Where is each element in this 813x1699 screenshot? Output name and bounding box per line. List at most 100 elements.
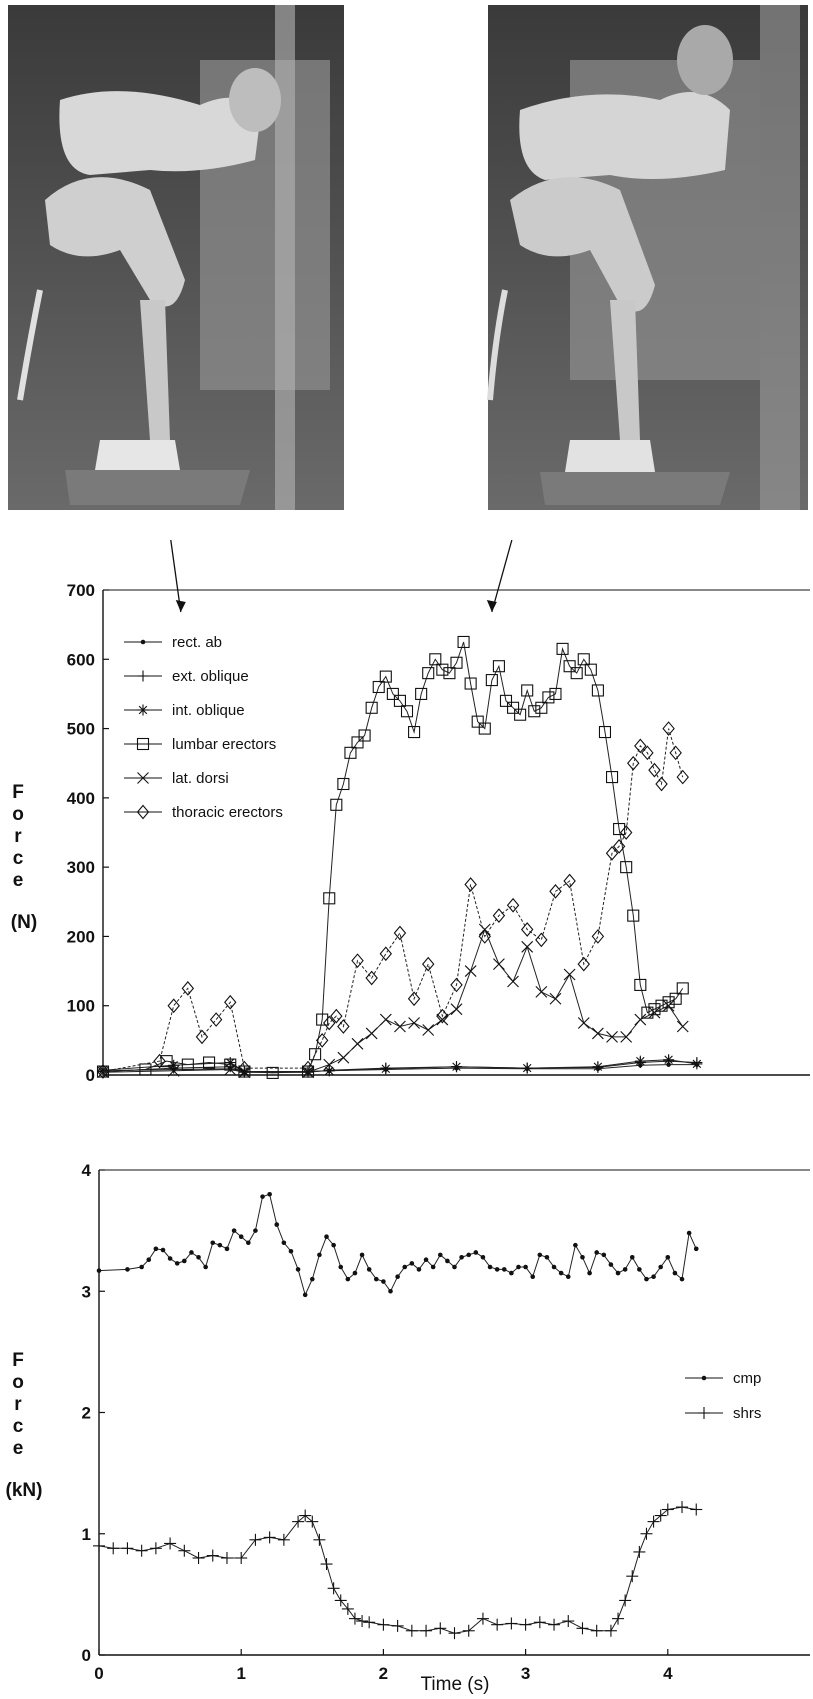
data-point — [323, 1058, 336, 1071]
legend-label: ext. oblique — [172, 668, 249, 685]
data-point — [612, 1612, 625, 1625]
data-point — [416, 1267, 422, 1272]
data-point-square — [528, 705, 541, 718]
arrow-head — [486, 600, 497, 612]
data-point-square — [457, 635, 470, 649]
data-point-d2 — [606, 1031, 618, 1043]
data-point-d2 — [167, 1064, 180, 1077]
legend-label: rect. ab — [172, 634, 222, 651]
data-point-dot — [445, 1258, 450, 1264]
data-point — [494, 1267, 500, 1272]
data-point-dot — [629, 1255, 635, 1260]
data-point-square — [323, 892, 336, 905]
legend-marker — [137, 670, 149, 682]
data-point — [195, 1029, 209, 1045]
data-point-diamond — [379, 946, 393, 962]
data-point-dot — [388, 1288, 393, 1294]
data-point — [125, 1267, 130, 1272]
data-point — [491, 1618, 504, 1631]
photo-right — [487, 5, 808, 510]
data-point-dot — [693, 1246, 699, 1252]
data-point — [359, 1252, 365, 1258]
data-point-square — [627, 909, 640, 922]
data-point — [292, 1515, 305, 1528]
data-point — [323, 1065, 335, 1077]
y-tick-label: 400 — [67, 789, 95, 808]
data-point — [153, 1246, 159, 1252]
y-label-char: e — [13, 1438, 24, 1459]
data-point — [445, 1258, 450, 1264]
data-point-dot — [160, 1247, 166, 1253]
data-point — [665, 1255, 671, 1260]
data-point-dot — [537, 1252, 543, 1258]
y-label-char: c — [13, 848, 24, 869]
data-point-diamond — [619, 825, 633, 840]
data-point — [658, 1264, 663, 1270]
data-point-diamond — [195, 1029, 209, 1045]
data-point-d2 — [381, 1064, 391, 1074]
data-point — [415, 687, 428, 700]
data-point — [429, 653, 442, 666]
x-tick-label: 2 — [379, 1664, 388, 1683]
legend-marker-dot — [701, 1375, 707, 1381]
data-point-square — [507, 701, 520, 714]
data-point-dot — [494, 1267, 500, 1272]
series-line — [102, 641, 684, 1074]
data-point — [437, 1252, 443, 1258]
data-point — [327, 1582, 340, 1595]
data-point — [121, 1542, 134, 1555]
data-point — [309, 1048, 322, 1061]
data-point — [379, 1013, 392, 1026]
data-point-square — [436, 663, 449, 676]
data-point-square — [648, 1003, 661, 1016]
data-point — [372, 680, 385, 694]
data-point-square — [598, 725, 612, 739]
data-point — [450, 656, 463, 669]
data-point — [352, 1270, 358, 1276]
data-point — [301, 1065, 315, 1078]
x-axis-label: Time (s) — [421, 1674, 490, 1695]
data-point — [549, 687, 562, 700]
data-point — [565, 1274, 571, 1279]
data-point-square — [634, 978, 647, 991]
data-point — [348, 1612, 361, 1625]
y-tick-label: 500 — [67, 720, 95, 739]
data-point — [238, 1066, 251, 1079]
data-point — [178, 1544, 191, 1557]
data-point — [149, 1542, 162, 1555]
data-point-square — [471, 715, 484, 728]
data-point — [451, 1061, 462, 1073]
data-point — [302, 1066, 314, 1079]
data-point-d2 — [549, 992, 562, 1005]
data-point — [592, 1027, 604, 1040]
data-point — [351, 1037, 364, 1050]
data-point-square — [429, 653, 442, 666]
data-point-d2 — [436, 1013, 449, 1026]
data-point-dot — [203, 1264, 208, 1270]
data-point — [266, 1066, 279, 1079]
data-point-dot — [174, 1261, 180, 1266]
data-point — [450, 1003, 463, 1016]
data-point — [530, 1274, 536, 1279]
data-point — [620, 1031, 633, 1043]
data-point — [96, 1268, 102, 1273]
data-point — [629, 1255, 635, 1260]
data-point — [563, 873, 576, 889]
data-point-diamond — [612, 839, 626, 854]
data-point-diamond — [96, 1064, 110, 1079]
data-point-d2 — [422, 1024, 435, 1036]
data-point — [210, 1240, 216, 1246]
data-point-dot — [665, 1255, 671, 1260]
data-point-square — [570, 667, 583, 680]
data-point — [608, 1262, 614, 1267]
data-point — [405, 1624, 418, 1637]
data-point — [313, 1533, 326, 1546]
data-point — [562, 1615, 575, 1628]
data-point — [648, 762, 661, 778]
data-point — [626, 1570, 639, 1583]
data-point — [690, 1503, 703, 1516]
data-point — [648, 1006, 661, 1019]
data-point-square — [330, 798, 343, 811]
series-line — [98, 1506, 697, 1634]
data-point — [299, 1509, 312, 1522]
